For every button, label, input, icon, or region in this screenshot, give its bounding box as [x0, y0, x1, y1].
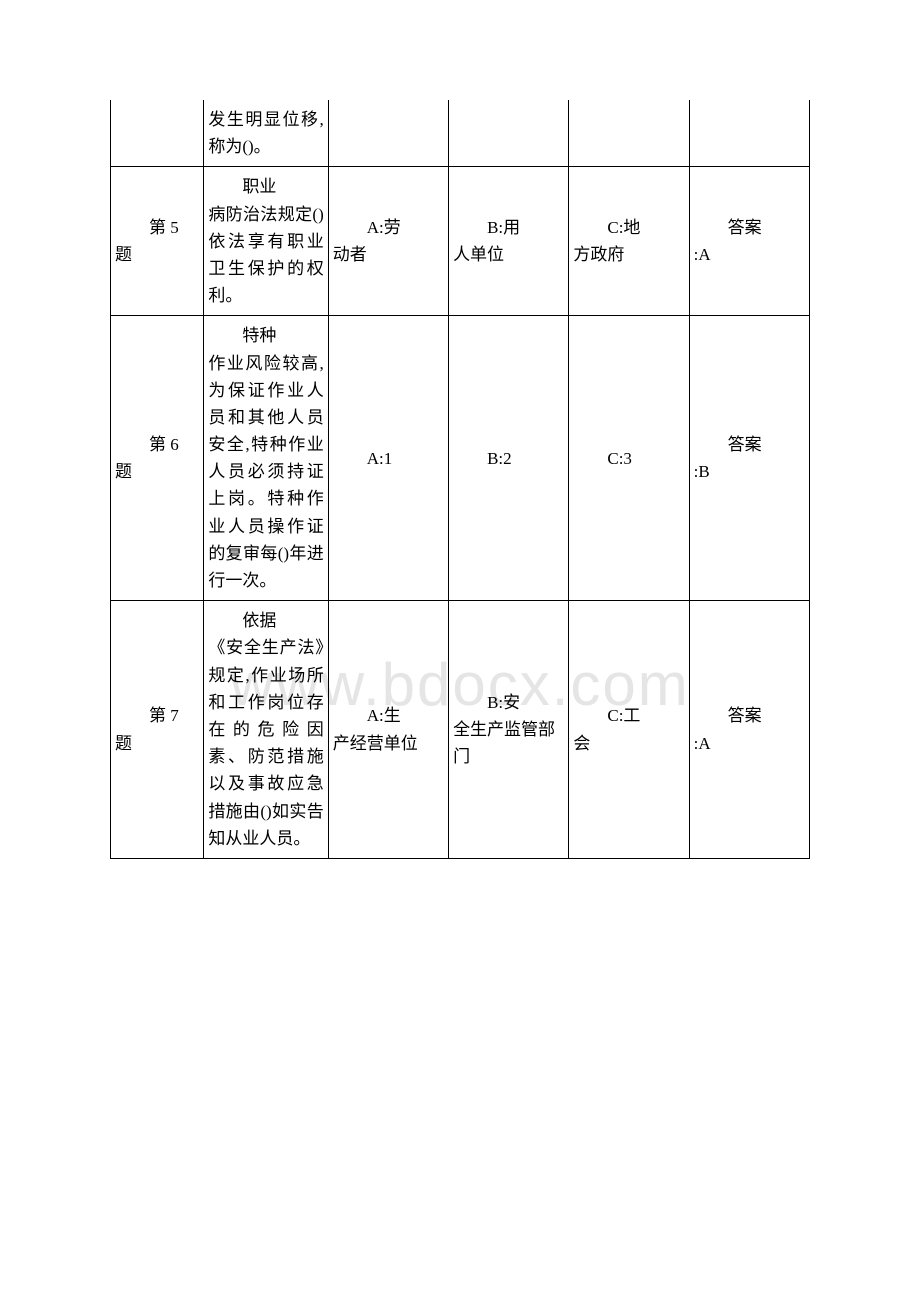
- option-b-text: B:安: [453, 689, 564, 716]
- question-text-first: 特种: [208, 322, 323, 349]
- exam-table-container: 发生明显位移,称为()。 第 5 题 职业病防治法规定()依法享有职业卫生保护的…: [110, 100, 810, 859]
- answer-label: 答案: [694, 431, 805, 458]
- answer-label: 答案: [694, 702, 805, 729]
- question-number-suffix: 题: [115, 730, 199, 757]
- question-text-first: 依据: [208, 607, 323, 634]
- question-number-suffix: 题: [115, 458, 199, 485]
- option-b-cell: B:用 人单位: [449, 167, 569, 316]
- question-text-rest: 病防治法规定()依法享有职业卫生保护的权利。: [208, 205, 323, 306]
- option-a-text: A:1: [333, 445, 444, 472]
- question-text-rest: 作业风险较高,为保证作业人员和其他人员安全,特种作业人员必须持证上岗。特种作业人…: [208, 354, 323, 591]
- option-c-text: C:工: [573, 702, 684, 729]
- question-number-cell: 第 6 题: [111, 316, 204, 601]
- option-b-text: B:2: [453, 445, 564, 472]
- answer-value: :A: [694, 241, 805, 268]
- table-row: 发生明显位移,称为()。: [111, 100, 810, 167]
- option-b-cell: B:2: [449, 316, 569, 601]
- answer-cell: 答案 :A: [689, 601, 809, 859]
- option-a-cell: A:劳 动者: [328, 167, 448, 316]
- table-row: 第 7 题 依据《安全生产法》规定,作业场所和工作岗位存在的危险因素、防范措施以…: [111, 601, 810, 859]
- option-b-cell: [449, 100, 569, 167]
- question-text: 发生明显位移,称为()。: [208, 110, 323, 156]
- question-cell: 发生明显位移,称为()。: [204, 100, 328, 167]
- option-a-text-2: 产经营单位: [333, 730, 444, 757]
- option-b-text-2: 全生产监管部门: [453, 716, 564, 770]
- question-text-rest: 《安全生产法》规定,作业场所和工作岗位存在的危险因素、防范措施以及事故应急措施由…: [208, 638, 323, 847]
- option-a-cell: A:1: [328, 316, 448, 601]
- option-b-text: B:用: [453, 214, 564, 241]
- answer-cell: [689, 100, 809, 167]
- answer-value: :B: [694, 458, 805, 485]
- option-a-text: A:生: [333, 702, 444, 729]
- question-number: 第 5: [115, 214, 199, 241]
- table-row: 第 5 题 职业病防治法规定()依法享有职业卫生保护的权利。 A:劳 动者 B:…: [111, 167, 810, 316]
- option-a-text: A:劳: [333, 214, 444, 241]
- question-number-suffix: 题: [115, 241, 199, 268]
- question-number: 第 6: [115, 431, 199, 458]
- option-a-cell: [328, 100, 448, 167]
- answer-label: 答案: [694, 214, 805, 241]
- question-number-cell: 第 5 题: [111, 167, 204, 316]
- question-cell: 职业病防治法规定()依法享有职业卫生保护的权利。: [204, 167, 328, 316]
- option-b-text-2: 人单位: [453, 241, 564, 268]
- option-c-text-2: 方政府: [573, 241, 684, 268]
- option-c-text: C:地: [573, 214, 684, 241]
- question-number-cell: 第 7 题: [111, 601, 204, 859]
- option-c-text-2: 会: [573, 730, 684, 757]
- option-b-cell: B:安 全生产监管部门: [449, 601, 569, 859]
- question-number: 第 7: [115, 702, 199, 729]
- question-cell: 特种作业风险较高,为保证作业人员和其他人员安全,特种作业人员必须持证上岗。特种作…: [204, 316, 328, 601]
- option-c-cell: [569, 100, 689, 167]
- option-c-cell: C:3: [569, 316, 689, 601]
- option-c-cell: C:工 会: [569, 601, 689, 859]
- option-a-text-2: 动者: [333, 241, 444, 268]
- option-c-text: C:3: [573, 445, 684, 472]
- table-row: 第 6 题 特种作业风险较高,为保证作业人员和其他人员安全,特种作业人员必须持证…: [111, 316, 810, 601]
- question-text-first: 职业: [208, 173, 323, 200]
- answer-cell: 答案 :A: [689, 167, 809, 316]
- answer-value: :A: [694, 730, 805, 757]
- option-a-cell: A:生 产经营单位: [328, 601, 448, 859]
- question-number-cell: [111, 100, 204, 167]
- option-c-cell: C:地 方政府: [569, 167, 689, 316]
- question-cell: 依据《安全生产法》规定,作业场所和工作岗位存在的危险因素、防范措施以及事故应急措…: [204, 601, 328, 859]
- answer-cell: 答案 :B: [689, 316, 809, 601]
- exam-table: 发生明显位移,称为()。 第 5 题 职业病防治法规定()依法享有职业卫生保护的…: [110, 100, 810, 859]
